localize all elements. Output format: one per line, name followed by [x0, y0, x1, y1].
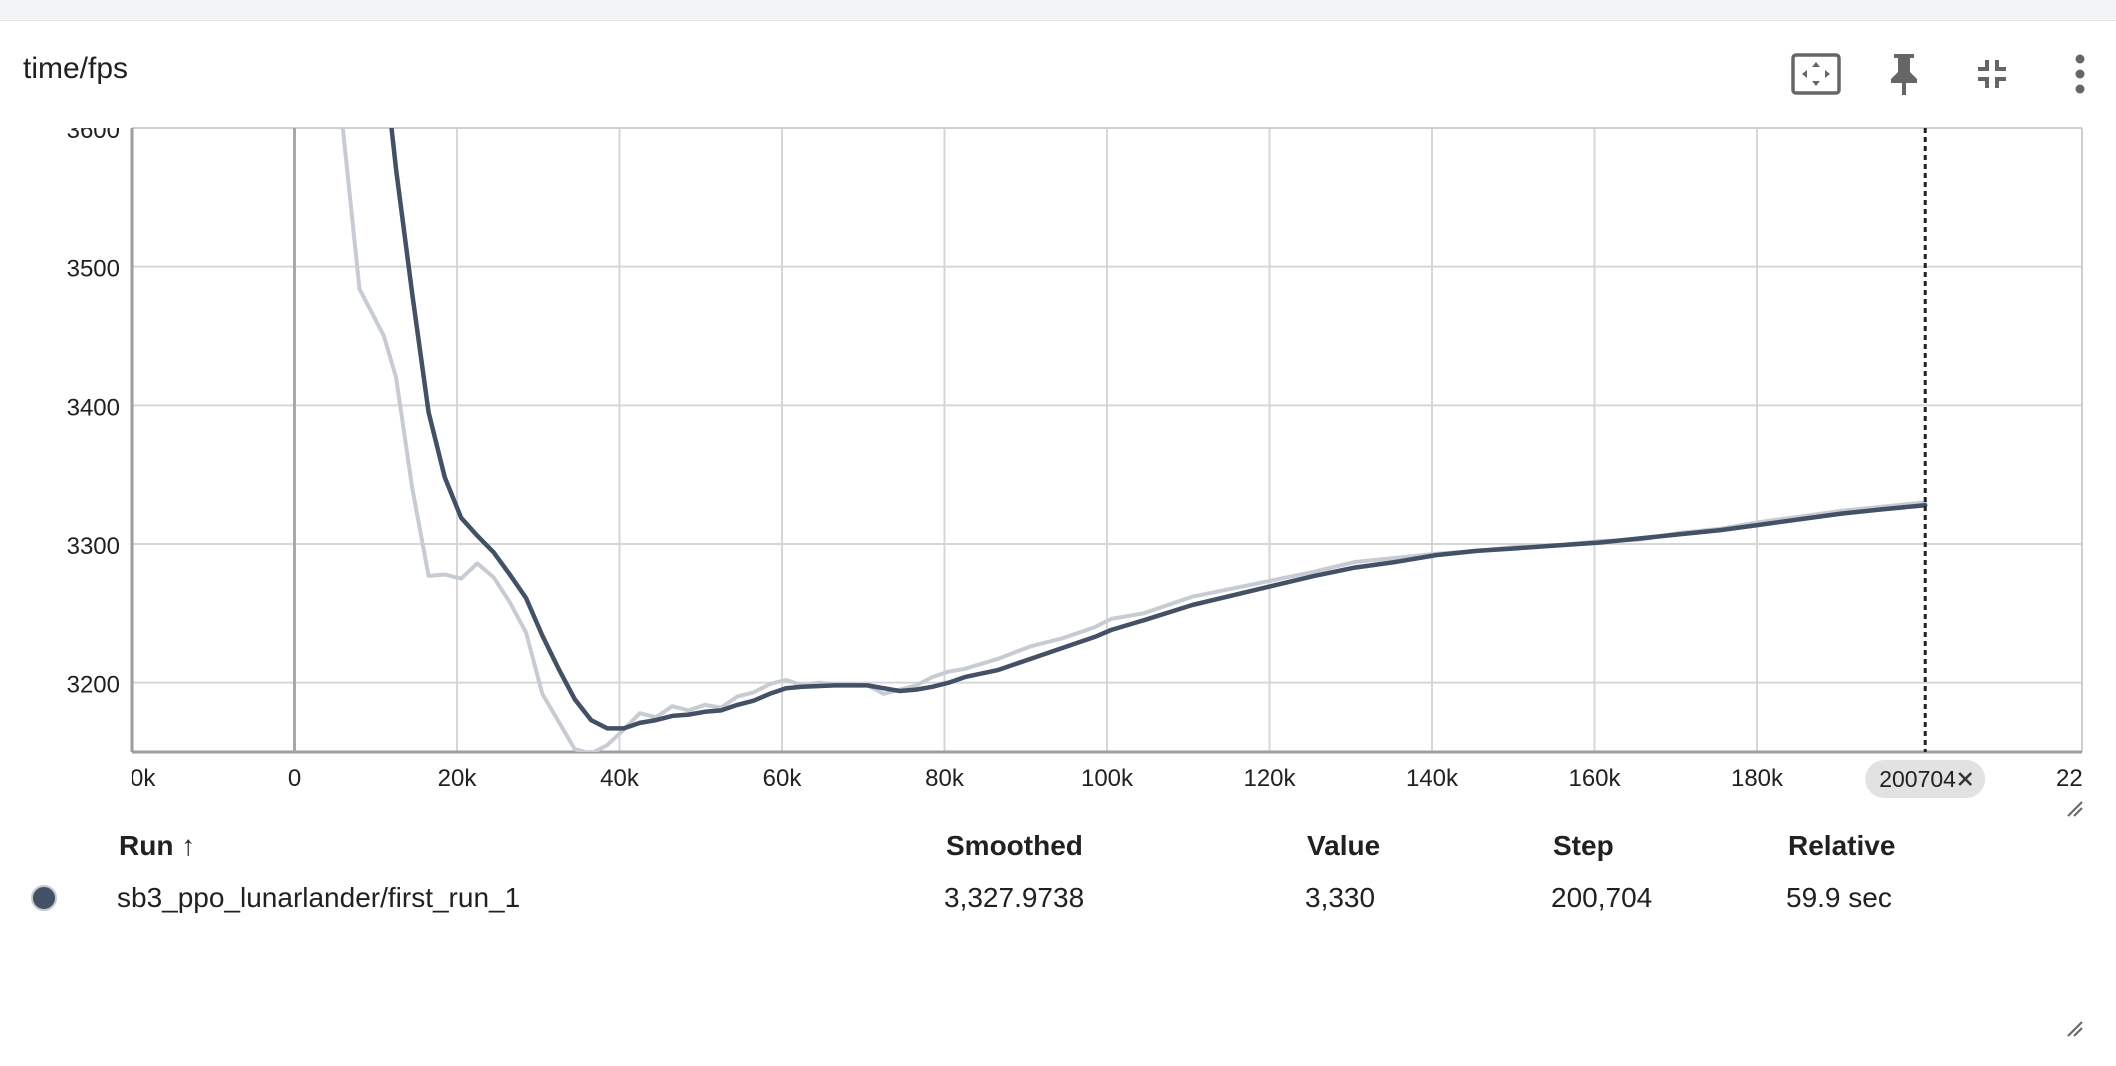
- column-header-step[interactable]: Step: [1553, 830, 1614, 861]
- data-table-header: Run ↑ Smoothed Value Step Relative: [0, 830, 2116, 866]
- raw-value: 3,330: [1305, 882, 1376, 913]
- column-header-value[interactable]: Value: [1307, 830, 1381, 861]
- card-title: time/fps: [23, 52, 129, 85]
- y-tick-label: 3300: [67, 533, 120, 560]
- collapse-icon: [1978, 60, 2006, 88]
- x-tick-label: 140k: [1406, 765, 1459, 792]
- smoothed-series-line: [389, 128, 1928, 731]
- y-tick-label: 3200: [67, 672, 120, 699]
- fps-line-chart[interactable]: 3200 3300 3400 3500 3600 -20k 0 20k 40k 60k 80k 100…: [0, 120, 2116, 820]
- x-tick-label: 180k: [1731, 765, 1784, 792]
- x-tick-label: 100k: [1081, 765, 1134, 792]
- pin-icon: [1891, 54, 1917, 95]
- more-button[interactable]: [2050, 44, 2110, 104]
- run-color-dot: [31, 885, 57, 911]
- column-header-run[interactable]: Run ↑: [119, 830, 196, 861]
- y-tick-label: 3600: [67, 120, 120, 144]
- x-tick-label: 20k: [438, 765, 478, 792]
- cursor-chip-bg: [1865, 760, 1986, 798]
- fit-domain-button[interactable]: [1786, 44, 1846, 104]
- column-header-smoothed[interactable]: Smoothed: [946, 830, 1083, 861]
- card-toolbar: [1786, 44, 2116, 104]
- raw-series-line: [340, 128, 1928, 752]
- x-tick-label: 40k: [600, 765, 640, 792]
- x-tick-label: 60k: [763, 765, 803, 792]
- resize-icon: [2067, 1021, 2083, 1037]
- step-value: 200,704: [1551, 882, 1653, 913]
- y-tick-label: 3500: [67, 256, 120, 283]
- x-tick-label: 220k: [2056, 765, 2109, 792]
- column-header-relative[interactable]: Relative: [1788, 830, 1896, 861]
- chart-resize-handle[interactable]: [2066, 800, 2084, 818]
- x-tick-label: 160k: [1568, 765, 1621, 792]
- x-tick-label: 120k: [1243, 765, 1296, 792]
- x-tick-label: 80k: [925, 765, 965, 792]
- card-resize-handle[interactable]: [2066, 1020, 2084, 1038]
- table-row: sb3_ppo_lunarlander/first_run_1 3,327.97…: [0, 880, 2116, 920]
- close-icon[interactable]: [1958, 772, 1973, 786]
- resize-icon: [2067, 801, 2083, 817]
- relative-time: 59.9 sec: [1786, 882, 1892, 913]
- x-tick-label: -20k: [109, 765, 157, 792]
- smoothed-value: 3,327.9738: [944, 882, 1085, 913]
- y-tick-label: 3400: [67, 394, 120, 421]
- top-strip: [0, 0, 2116, 21]
- collapse-button[interactable]: [1962, 44, 2022, 104]
- more-vert-icon: [2075, 54, 2085, 94]
- fit-to-domain-icon: [1791, 53, 1841, 95]
- cursor-step-chip[interactable]: 200704: [1865, 760, 1986, 798]
- x-tick-label: 0: [288, 765, 301, 792]
- pin-button[interactable]: [1874, 44, 1934, 104]
- cursor-step-label: 200704: [1879, 766, 1956, 792]
- run-name: sb3_ppo_lunarlander/first_run_1: [117, 882, 521, 913]
